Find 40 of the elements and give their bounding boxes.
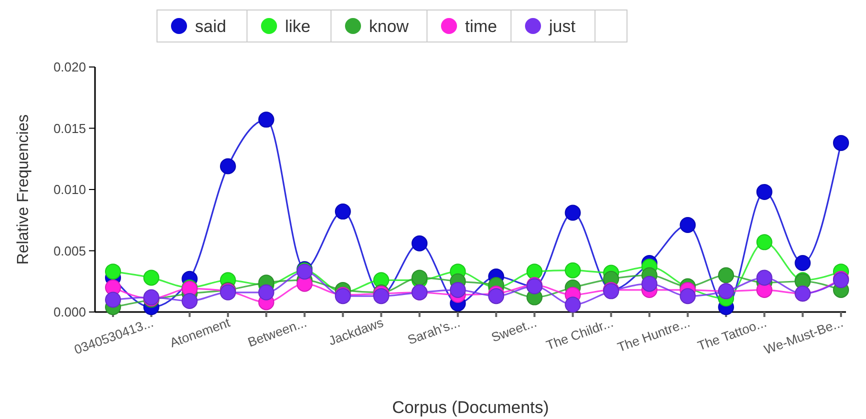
y-axis-title: Relative Frequencies	[15, 114, 32, 265]
legend-label: time	[465, 16, 498, 36]
legend-label: just	[548, 16, 576, 36]
point	[526, 264, 542, 280]
point	[564, 296, 581, 313]
point	[794, 255, 811, 271]
point	[412, 235, 428, 252]
y-tick-label: 0.010	[53, 182, 86, 198]
point	[258, 112, 274, 128]
x-tick-label: Sarah's...	[406, 314, 462, 348]
x-axis-title: Corpus (Documents)	[392, 398, 549, 417]
legend-label: said	[195, 16, 226, 36]
point	[105, 292, 121, 308]
point	[680, 288, 696, 304]
legend-label: like	[285, 16, 311, 36]
point	[564, 204, 581, 221]
point	[756, 234, 772, 250]
x-tick-label: The Childr...	[544, 314, 616, 353]
point	[641, 276, 658, 292]
point	[182, 292, 198, 309]
y-tick-label: 0.020	[53, 60, 86, 75]
y-tick-label: 0.000	[53, 304, 86, 320]
y-tick-label: 0.005	[53, 243, 86, 258]
point	[412, 270, 428, 286]
point	[680, 217, 696, 234]
point	[450, 282, 466, 298]
point	[833, 134, 849, 151]
legend-label: know	[369, 16, 410, 36]
y-tick-label: 0.015	[53, 120, 86, 136]
point	[258, 284, 274, 300]
point	[564, 262, 581, 278]
point	[334, 204, 351, 220]
point	[718, 267, 734, 284]
point	[756, 184, 772, 200]
point	[105, 264, 121, 280]
x-tick-label: The Huntre...	[615, 314, 692, 355]
x-tick-label: Sweet...	[489, 314, 538, 345]
point	[220, 158, 236, 174]
point	[756, 270, 772, 286]
point	[143, 270, 160, 286]
